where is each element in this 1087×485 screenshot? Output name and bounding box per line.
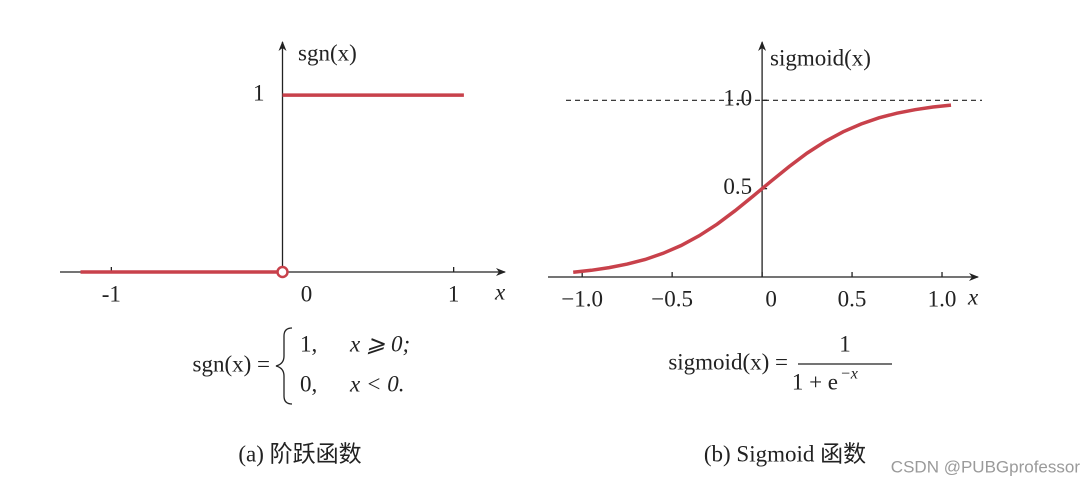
y-tick-label: 1.0 [723,86,752,111]
denominator: 1 + e [792,369,838,394]
brace [275,327,293,405]
y-tick-label: 1 [253,80,265,105]
case-condition: x ⩾ 0; [349,331,410,356]
caption: (a) 阶跃函数 [238,441,361,466]
x-tick-label: −0.5 [651,286,693,311]
x-tick-label: 0.5 [838,286,867,311]
case-condition: x < 0. [349,371,404,396]
x-axis-label: x [967,284,979,309]
caption: (b) Sigmoid 函数 [704,441,866,466]
x-tick-label: 0 [301,281,313,306]
numerator: 1 [839,331,851,356]
exponent: −x [840,366,858,383]
x-axis-label: x [494,279,506,304]
x-tick-label: 1.0 [928,286,957,311]
case-value: 0, [300,371,317,396]
x-tick-label: −1.0 [561,286,603,311]
series-line [80,93,464,274]
case-value: 1, [300,331,317,356]
watermark: CSDN @PUBGprofessor [891,457,1081,476]
formula-lhs: sigmoid(x) = [668,349,788,374]
y-axis-label: sigmoid(x) [770,45,871,70]
y-axis-label: sgn(x) [298,40,357,65]
formula-lhs: sgn(x) = [193,351,271,376]
x-tick-label: 0 [765,286,777,311]
x-tick-label: -1 [102,281,121,306]
series-line [573,103,952,274]
open-marker [276,265,289,279]
y-tick-label: 0.5 [723,174,752,199]
x-tick-label: 1 [448,281,460,306]
